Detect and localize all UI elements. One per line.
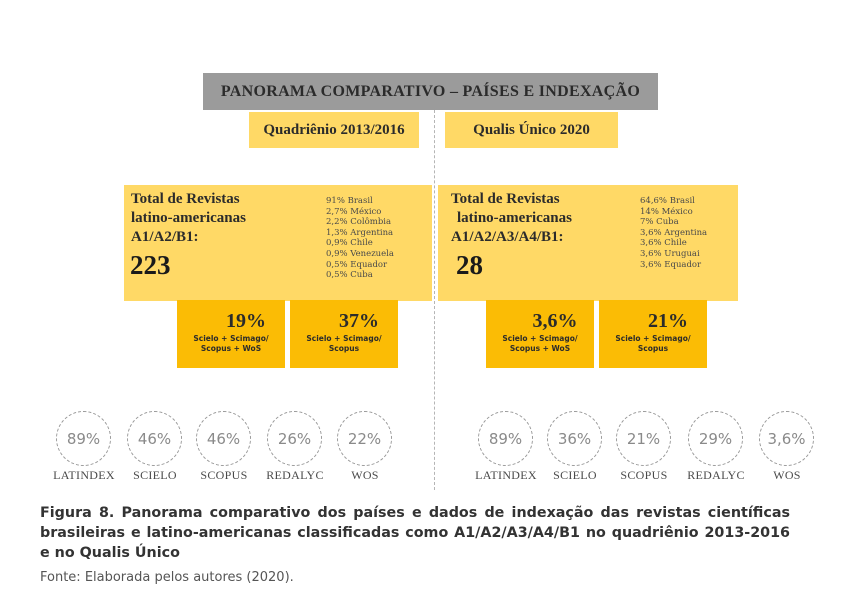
total-value-right: 28 bbox=[456, 250, 483, 280]
pct-desc: Scielo + Scimago/Scopus bbox=[306, 334, 382, 353]
index-label-latindex-right: LATINDEX bbox=[475, 468, 537, 482]
period-right: Qualis Único 2020 bbox=[445, 112, 618, 148]
country-list-right: 64,6% Brasil 14% México 7% Cuba 3,6% Argen… bbox=[640, 196, 708, 270]
index-label-scopus-right: SCOPUS bbox=[620, 468, 668, 482]
total-label-right: Total de Revistas latino-americanas A1/A… bbox=[451, 191, 572, 245]
pct-desc: Scielo + Scimago/Scopus bbox=[615, 334, 691, 353]
index-circle-scopus-left: 46% bbox=[196, 411, 251, 466]
total-box-left bbox=[124, 185, 432, 301]
total-label-left: Total de Revistas latino-americanas A1/A… bbox=[131, 191, 246, 245]
index-label-scopus-left: SCOPUS bbox=[200, 468, 248, 482]
figure-source: Fonte: Elaborada pelos autores (2020). bbox=[40, 570, 294, 585]
center-divider bbox=[434, 110, 435, 490]
index-circle-redalyc-right: 29% bbox=[688, 411, 743, 466]
figure-caption: Figura 8. Panorama comparativo dos paíse… bbox=[40, 505, 790, 561]
pct-value: 21% bbox=[648, 310, 688, 332]
index-label-redalyc-left: REDALYC bbox=[266, 468, 324, 482]
index-circle-scielo-left: 46% bbox=[127, 411, 182, 466]
pct-box-right-1: 3,6% Scielo + Scimago/Scopus + WoS bbox=[486, 300, 594, 368]
pct-value: 37% bbox=[339, 310, 379, 332]
index-label-latindex-left: LATINDEX bbox=[53, 468, 115, 482]
pct-desc: Scielo + Scimago/Scopus + WoS bbox=[193, 334, 269, 353]
diagram-title: PANORAMA COMPARATIVO – PAÍSES E INDEXAÇÃ… bbox=[203, 73, 658, 110]
index-circle-wos-left: 22% bbox=[337, 411, 392, 466]
index-label-scielo-right: SCIELO bbox=[553, 468, 597, 482]
pct-value: 3,6% bbox=[532, 310, 578, 332]
index-circle-latindex-left: 89% bbox=[56, 411, 111, 466]
country-list-left: 91% Brasil 2,7% México 2,2% Colômbia 1,3% … bbox=[326, 196, 394, 281]
index-circle-latindex-right: 89% bbox=[478, 411, 533, 466]
period-left: Quadriênio 2013/2016 bbox=[249, 112, 419, 148]
total-box-right bbox=[438, 185, 738, 301]
pct-box-right-2: 21% Scielo + Scimago/Scopus bbox=[599, 300, 707, 368]
index-label-wos-right: WOS bbox=[773, 468, 801, 482]
index-circle-redalyc-left: 26% bbox=[267, 411, 322, 466]
index-label-scielo-left: SCIELO bbox=[133, 468, 177, 482]
index-circle-wos-right: 3,6% bbox=[759, 411, 814, 466]
index-circle-scielo-right: 36% bbox=[547, 411, 602, 466]
pct-box-left-2: 37% Scielo + Scimago/Scopus bbox=[290, 300, 398, 368]
index-label-redalyc-right: REDALYC bbox=[687, 468, 745, 482]
pct-value: 19% bbox=[226, 310, 266, 332]
pct-desc: Scielo + Scimago/Scopus + WoS bbox=[502, 334, 578, 353]
index-label-wos-left: WOS bbox=[351, 468, 379, 482]
total-value-left: 223 bbox=[130, 250, 171, 280]
pct-box-left-1: 19% Scielo + Scimago/Scopus + WoS bbox=[177, 300, 285, 368]
index-circle-scopus-right: 21% bbox=[616, 411, 671, 466]
